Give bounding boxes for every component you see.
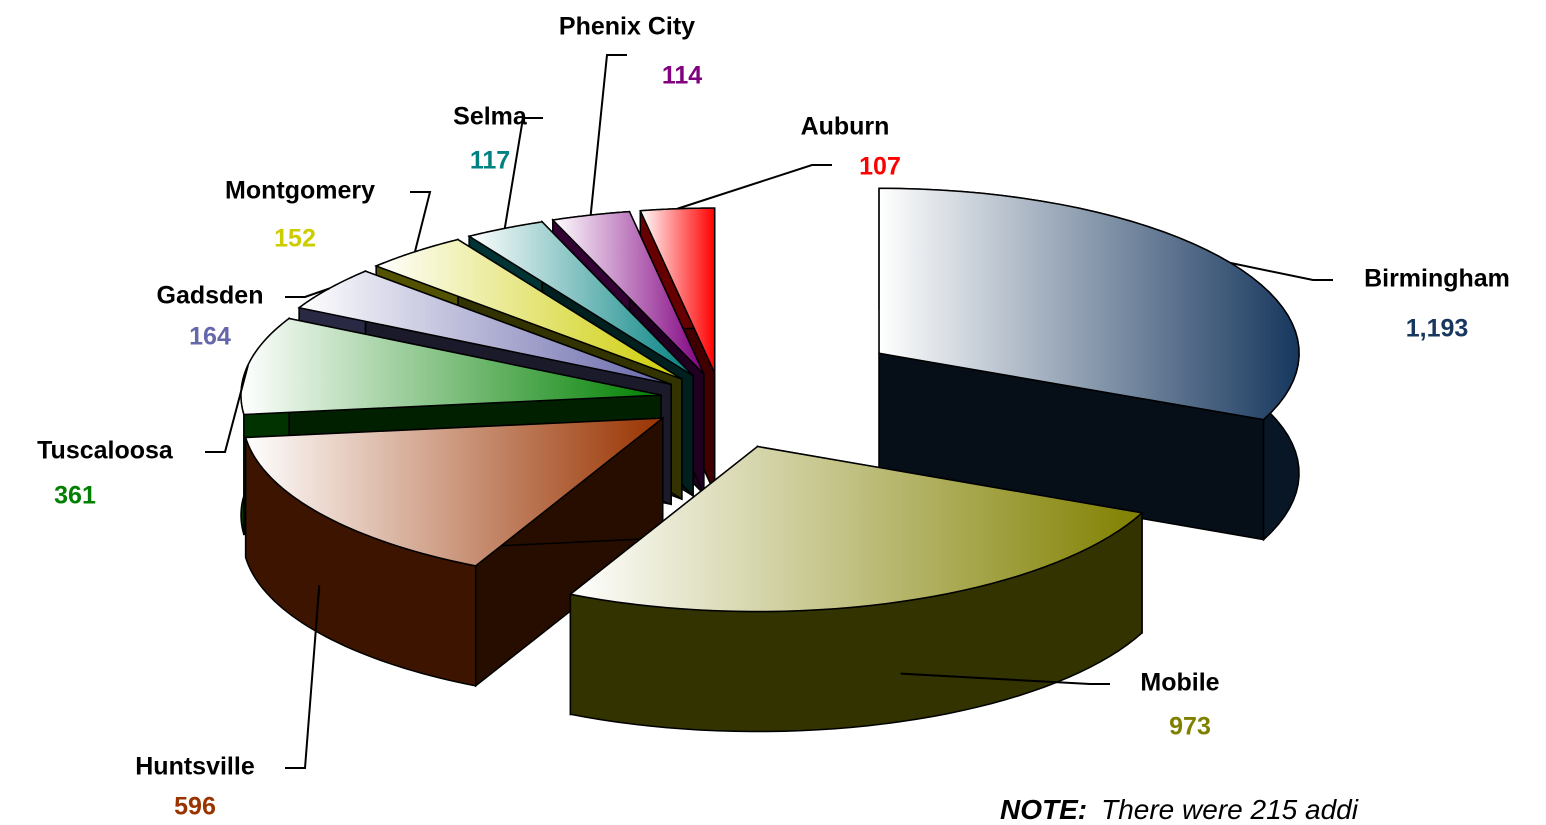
note-lead: NOTE: [1000,794,1087,825]
leader-line [677,164,832,210]
slice [244,416,666,688]
slice-label: Gadsden [157,282,264,310]
slice-label: Phenix City [559,13,695,41]
slice-label: Tuscaloosa [37,437,174,465]
slice-top [878,187,1300,421]
leader-line [285,585,321,769]
value-label: 117 [470,147,510,175]
leader-line [900,672,1110,685]
labels: Birmingham 1,193 Mobile 973 Huntsville 596 Tus… [37,13,1510,821]
note-text: There were 215 addi [1101,794,1359,825]
value-label: 973 [1169,713,1211,741]
slice-label: Auburn [801,113,890,141]
slice-label: Mobile [1140,669,1219,697]
pie [240,187,1300,733]
leader-line [589,54,627,216]
leader-line [205,364,249,453]
slice-label: Huntsville [135,753,255,781]
slice [878,187,1300,542]
value-label: 164 [189,323,231,351]
value-label: 1,193 [1406,315,1469,343]
slice-top [297,270,672,386]
value-label: 361 [54,482,96,510]
slice-top [467,221,694,377]
slice-label: Selma [453,103,528,131]
slice-top [568,445,1144,613]
slice-label: Montgomery [225,177,375,205]
value-label: 114 [662,62,702,90]
slice-top [244,417,666,567]
slice-top [240,317,662,416]
leader-line [285,287,330,298]
value-label: 152 [274,225,316,253]
slice-label: Birmingham [1364,265,1510,293]
value-label: 107 [859,153,901,181]
note: NOTE: There were 215 addi [1000,794,1359,825]
leader-line [1230,262,1333,281]
leader-line [410,191,432,253]
value-label: 596 [174,793,216,821]
slice-top [374,238,683,380]
slice [568,444,1144,733]
leader-line [503,117,543,229]
